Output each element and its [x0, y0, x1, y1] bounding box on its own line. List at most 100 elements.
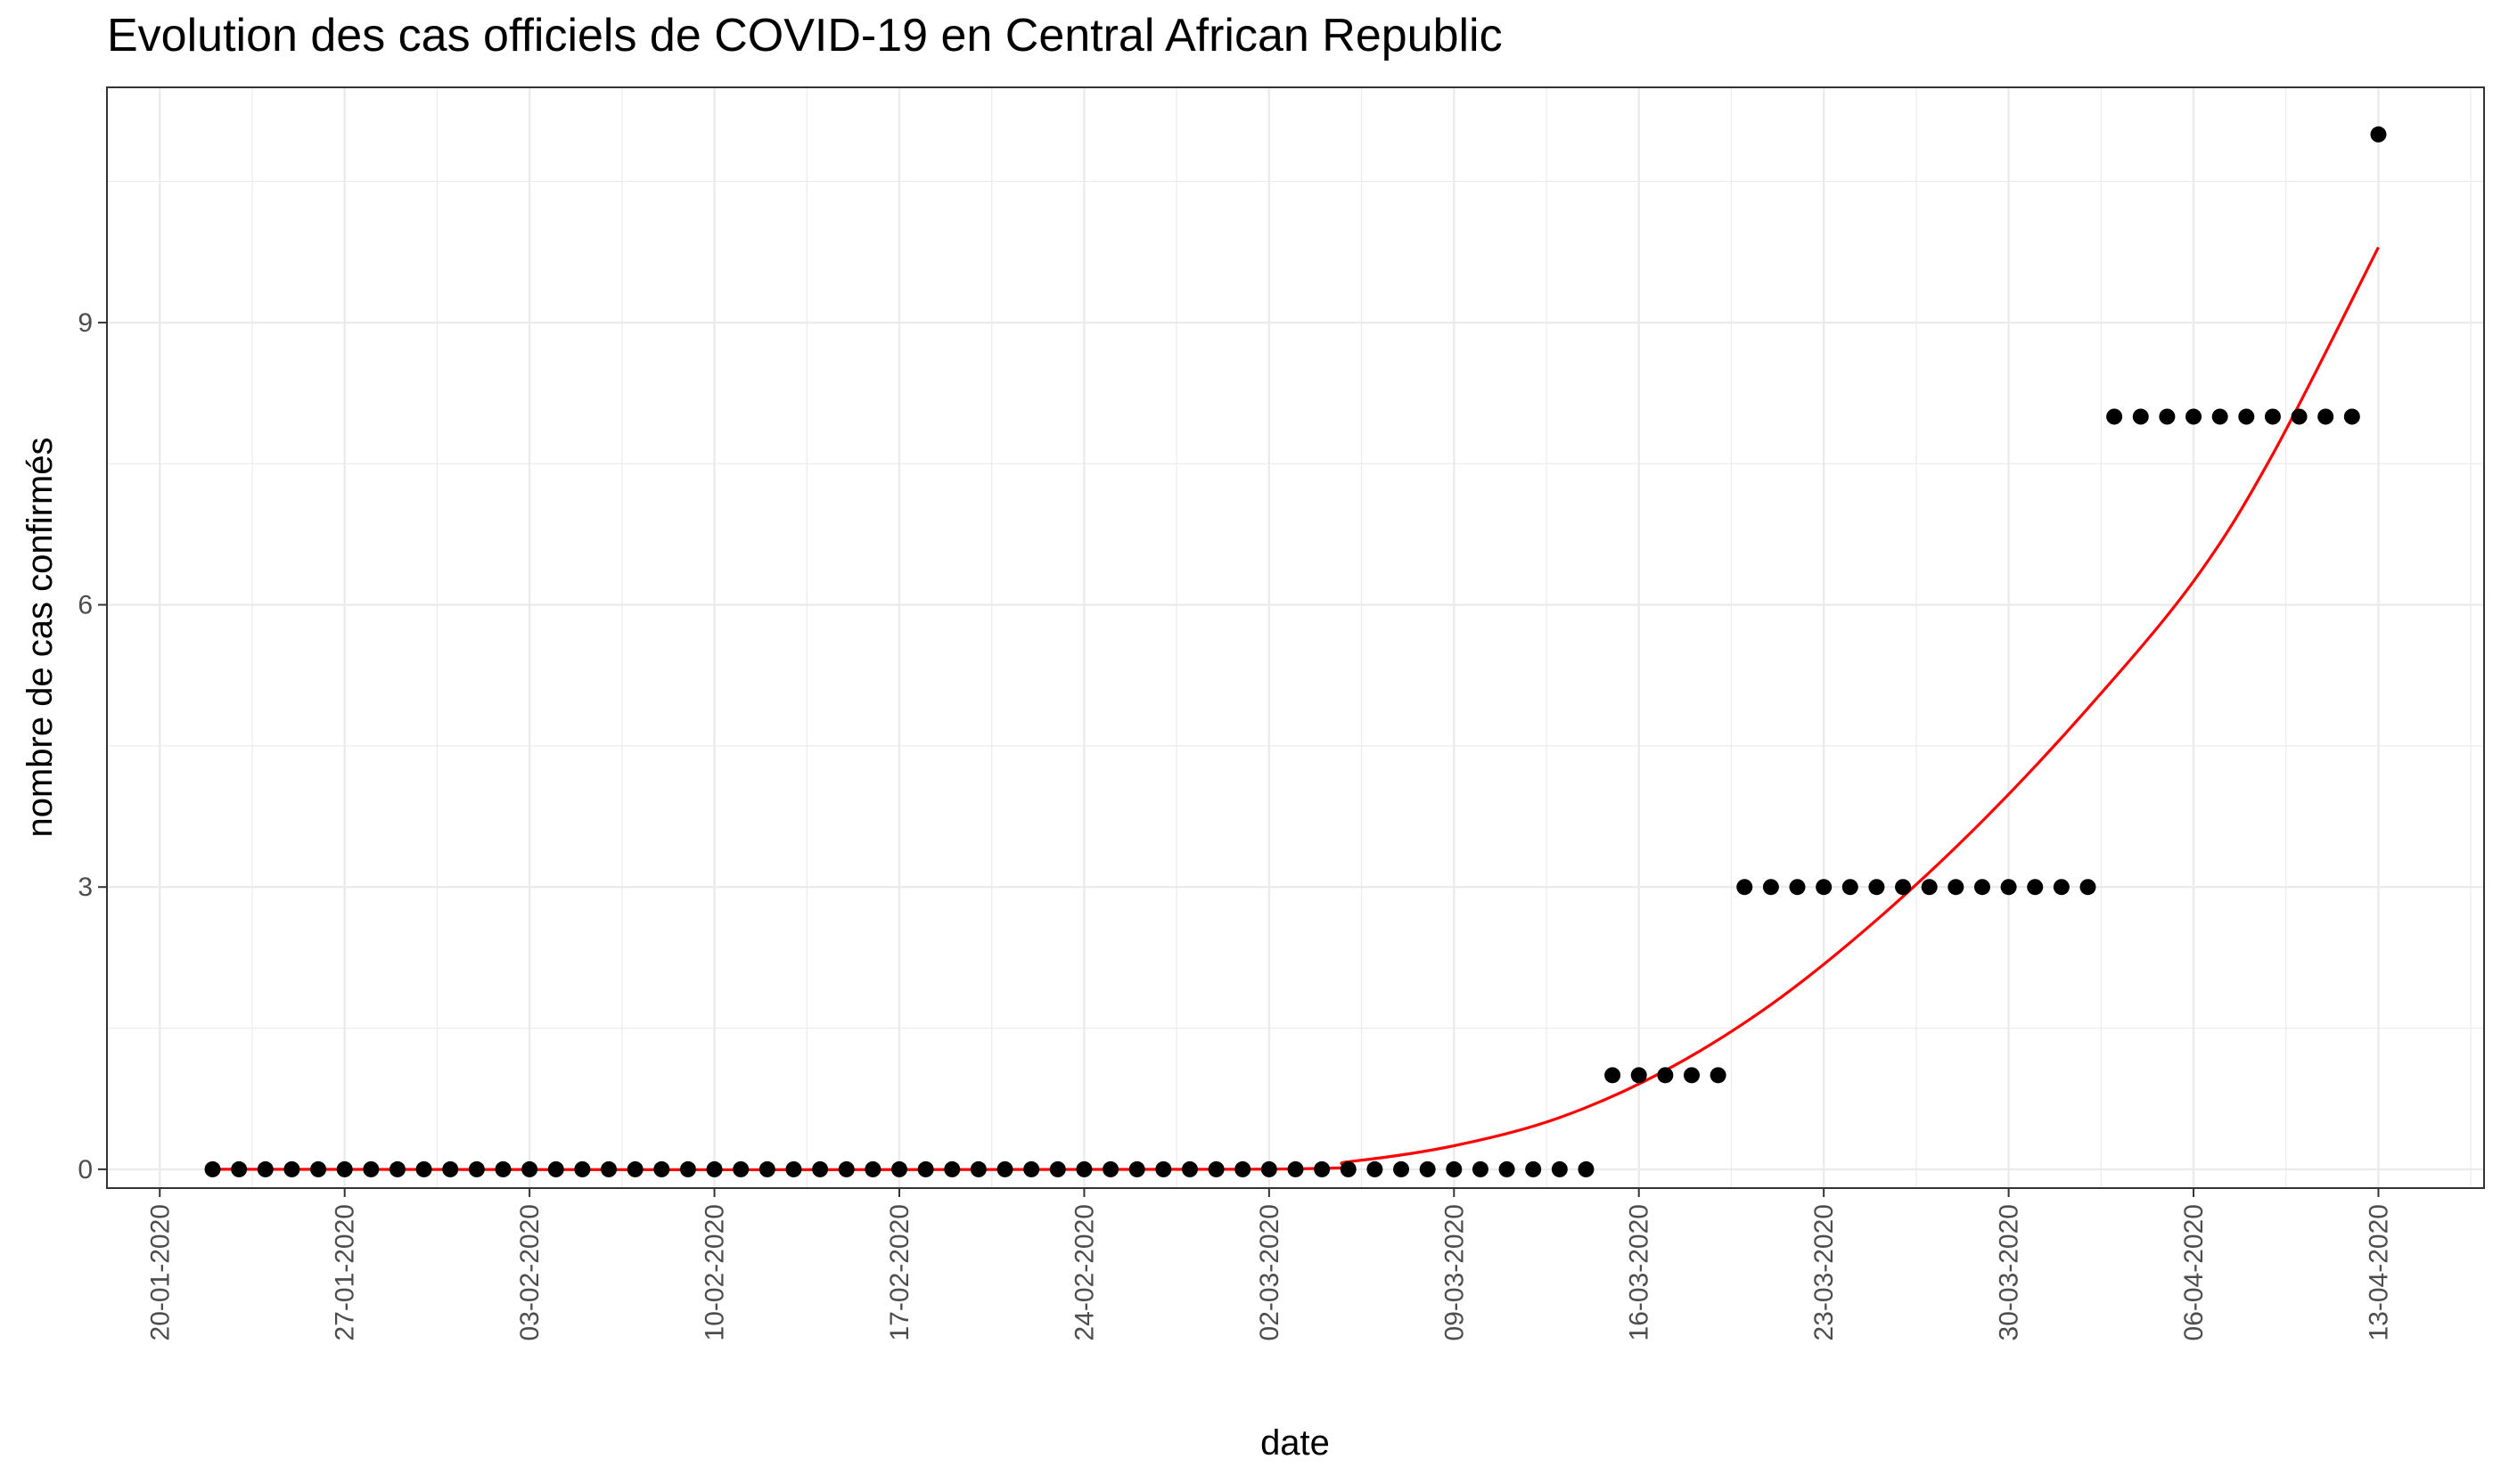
data-point [1657, 1067, 1674, 1084]
data-point [1287, 1160, 1304, 1177]
x-tick-label: 30-03-2020 [1995, 1204, 2024, 1341]
data-point [2132, 408, 2149, 425]
data-point [310, 1160, 327, 1177]
data-point [1684, 1067, 1700, 1084]
data-point [1234, 1160, 1251, 1177]
x-tick-label: 27-01-2020 [331, 1204, 360, 1341]
data-point [1525, 1160, 1542, 1177]
data-point [865, 1160, 882, 1177]
data-point [1260, 1160, 1277, 1177]
data-point [1181, 1160, 1198, 1177]
data-point [2159, 408, 2176, 425]
data-point [1472, 1160, 1488, 1177]
data-point [601, 1160, 618, 1177]
data-point [1973, 879, 1990, 896]
data-point [1604, 1067, 1621, 1084]
data-point [1103, 1160, 1119, 1177]
panel-border [106, 86, 2485, 1189]
x-tick-label: 06-04-2020 [2179, 1204, 2209, 1341]
data-point [336, 1160, 353, 1177]
y-axis-ticks: 0 3 6 9 [78, 308, 107, 1185]
data-point [1366, 1160, 1383, 1177]
data-point [679, 1160, 696, 1177]
data-point [1419, 1160, 1436, 1177]
data-point [2027, 879, 2044, 896]
data-point [1076, 1160, 1093, 1177]
x-axis-ticks: 20-01-2020 27-01-2020 03-02-2020 10-02-2020… [145, 1188, 2393, 1341]
grid-lines [107, 87, 2484, 1188]
data-point [627, 1160, 644, 1177]
data-point [1498, 1160, 1515, 1177]
data-point [1816, 879, 1833, 896]
data-point [1446, 1160, 1463, 1177]
data-point [468, 1160, 485, 1177]
data-point [733, 1160, 750, 1177]
data-point [1630, 1067, 1647, 1084]
data-point [653, 1160, 670, 1177]
data-point [1710, 1067, 1726, 1084]
data-point [944, 1160, 961, 1177]
data-point [2343, 408, 2360, 425]
data-point [283, 1160, 300, 1177]
data-point [547, 1160, 564, 1177]
data-points [204, 126, 2387, 1177]
data-point [231, 1160, 248, 1177]
data-point [2185, 408, 2202, 425]
data-point [204, 1160, 221, 1177]
x-tick-label: 17-02-2020 [885, 1204, 914, 1341]
y-axis-title: nombre de cas confirmés [20, 437, 60, 837]
data-point [1314, 1160, 1331, 1177]
y-tick-label: 6 [78, 591, 93, 620]
data-point [1762, 879, 1779, 896]
data-point [574, 1160, 591, 1177]
data-point [2238, 408, 2255, 425]
data-point [2053, 879, 2070, 896]
y-tick-label: 0 [78, 1155, 93, 1185]
x-tick-label: 24-02-2020 [1070, 1204, 1099, 1341]
data-point [1868, 879, 1885, 896]
data-point [363, 1160, 380, 1177]
x-axis-title: date [1260, 1423, 1330, 1463]
data-point [495, 1160, 512, 1177]
data-point [891, 1160, 907, 1177]
data-point [785, 1160, 802, 1177]
x-tick-label: 10-02-2020 [701, 1204, 730, 1341]
data-point [1921, 879, 1938, 896]
data-point [521, 1160, 538, 1177]
data-point [1049, 1160, 1066, 1177]
data-point [2079, 879, 2096, 896]
data-point [1736, 879, 1753, 896]
chart-title: Evolution des cas officiels de COVID-19 … [107, 10, 1503, 61]
data-point [2211, 408, 2228, 425]
y-tick-label: 9 [78, 308, 93, 338]
data-point [1789, 879, 1806, 896]
data-point [257, 1160, 274, 1177]
data-point [1551, 1160, 1568, 1177]
x-tick-label: 13-04-2020 [2364, 1204, 2393, 1341]
data-point [2264, 408, 2281, 425]
data-point [1023, 1160, 1040, 1177]
data-point [1208, 1160, 1225, 1177]
data-point [2000, 879, 2017, 896]
x-tick-label: 23-03-2020 [1809, 1204, 1839, 1341]
y-tick-label: 3 [78, 873, 93, 902]
x-tick-label: 02-03-2020 [1255, 1204, 1284, 1341]
data-point [1393, 1160, 1410, 1177]
x-tick-label: 20-01-2020 [145, 1204, 175, 1341]
x-tick-label: 03-02-2020 [515, 1204, 545, 1341]
data-point [1948, 879, 1964, 896]
data-point [2317, 408, 2334, 425]
data-point [1340, 1160, 1357, 1177]
data-point [812, 1160, 829, 1177]
data-point [1841, 879, 1858, 896]
data-point [2106, 408, 2123, 425]
data-point [389, 1160, 406, 1177]
data-point [1155, 1160, 1172, 1177]
x-tick-label: 16-03-2020 [1625, 1204, 1654, 1341]
data-point [970, 1160, 987, 1177]
data-point [838, 1160, 855, 1177]
data-point [1895, 879, 1912, 896]
data-point [442, 1160, 459, 1177]
data-point [917, 1160, 934, 1177]
data-point [2291, 408, 2308, 425]
